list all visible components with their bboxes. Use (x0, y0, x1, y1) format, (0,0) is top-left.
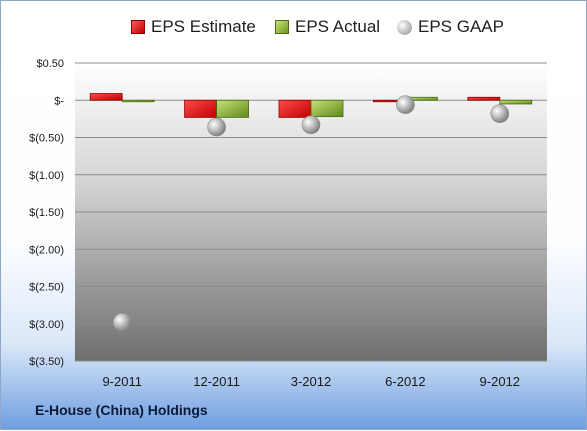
x-tick-label: 6-2012 (385, 374, 425, 389)
x-tick-label: 9-2012 (480, 374, 520, 389)
y-tick-label: $(2.50) (29, 282, 64, 294)
legend-marker-eps-gaap (397, 19, 412, 35)
x-tick-label: 3-2012 (291, 374, 331, 389)
bar-eps-estimate (184, 99, 218, 118)
point-eps-gaap (396, 95, 415, 115)
legend-swatch-eps-estimate (131, 20, 145, 34)
y-tick-label: $(0.50) (29, 133, 64, 145)
legend-item-eps-actual: EPS Actual (275, 17, 380, 37)
company-name: E-House (China) Holdings (35, 402, 208, 418)
legend-item-eps-estimate: EPS Estimate (131, 17, 256, 37)
point-eps-gaap (112, 312, 132, 332)
legend-swatch-eps-actual (275, 20, 289, 34)
legend-label-eps-gaap: EPS GAAP (418, 17, 504, 36)
y-tick-label: $(2.00) (29, 244, 64, 256)
legend-item-eps-gaap: EPS GAAP (397, 17, 504, 37)
y-tick-label: $(1.00) (29, 170, 64, 182)
y-tick-label: $(3.00) (29, 319, 64, 331)
bar-eps-actual (216, 99, 250, 118)
bar-eps-estimate (467, 96, 501, 101)
point-eps-gaap (207, 117, 226, 137)
bar-eps-actual (121, 99, 155, 103)
point-eps-gaap (490, 104, 510, 123)
y-tick-label: $(1.50) (29, 207, 64, 219)
bar-eps-actual (310, 99, 344, 118)
legend-label-eps-actual: EPS Actual (295, 17, 381, 36)
legend-label-eps-estimate: EPS Estimate (151, 17, 256, 36)
x-tick-label: 12-2011 (193, 374, 240, 389)
point-eps-gaap (301, 115, 321, 135)
bar-eps-actual (499, 99, 533, 105)
y-tick-label: $- (54, 95, 64, 107)
bar-eps-estimate (278, 99, 312, 118)
y-tick-label: $0.50 (36, 58, 64, 70)
legend: EPS Estimate EPS Actual EPS GAAP (1, 17, 587, 41)
x-tick-label: 9-2011 (102, 374, 142, 389)
y-tick-label: $(3.50) (29, 356, 64, 368)
bar-eps-estimate (89, 93, 123, 101)
